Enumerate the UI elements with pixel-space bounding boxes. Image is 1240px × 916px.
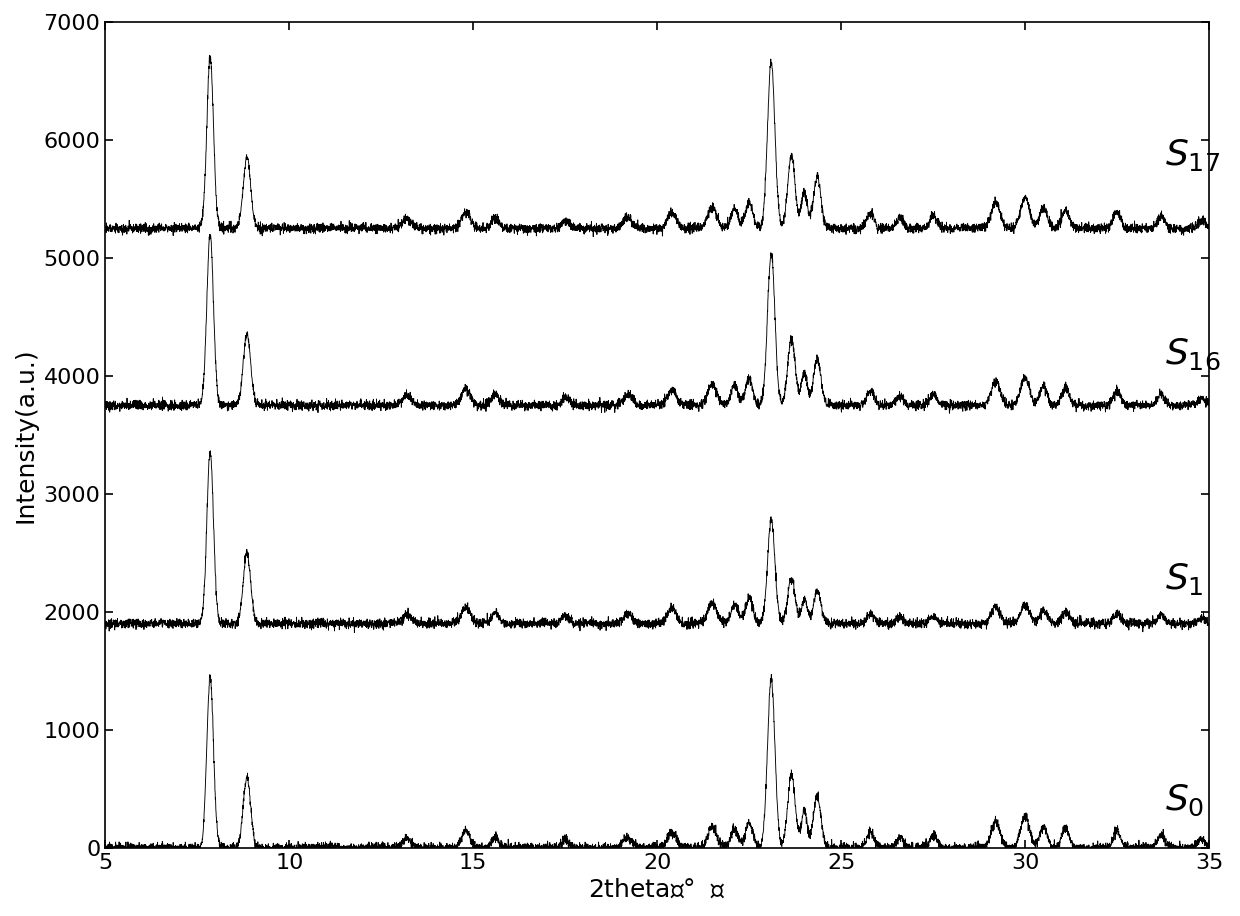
X-axis label: 2theta（$\degree$  ）: 2theta（$\degree$ ） — [588, 878, 727, 902]
Text: $\mathit{S}_{16}$: $\mathit{S}_{16}$ — [1164, 337, 1220, 372]
Y-axis label: Intensity(a.u.): Intensity(a.u.) — [14, 347, 38, 523]
Text: $\mathit{S}_{17}$: $\mathit{S}_{17}$ — [1164, 137, 1220, 173]
Text: $\mathit{S}_{0}$: $\mathit{S}_{0}$ — [1164, 783, 1204, 818]
Text: $\mathit{S}_{1}$: $\mathit{S}_{1}$ — [1164, 561, 1204, 596]
